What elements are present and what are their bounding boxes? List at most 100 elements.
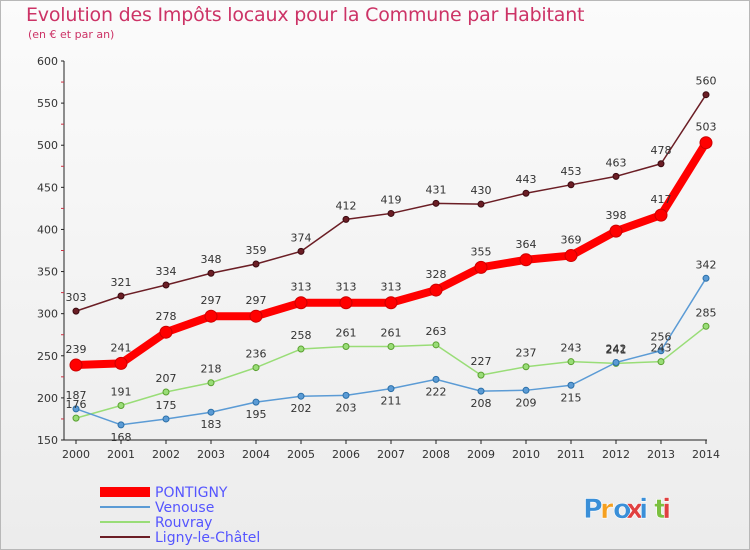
logo-letter: o <box>613 494 632 525</box>
data-point-rouvray <box>567 358 575 366</box>
y-tick-label: 600 <box>37 55 58 68</box>
y-tick-label: 250 <box>37 350 58 363</box>
legend-label-pontigny: PONTIGNY <box>155 485 228 501</box>
data-label-ligny-le-ch-tel: 303 <box>66 291 87 304</box>
data-point-venouse <box>702 274 710 282</box>
logo-letter: P <box>583 494 603 525</box>
data-labels: 303 321 334 348 359 374 412 419 431 430 443 453 463 4… <box>66 75 717 444</box>
data-point-ligny-le-ch-tel <box>72 307 80 315</box>
data-label-ligny-le-ch-tel: 560 <box>696 75 717 88</box>
data-label-pontigny: 297 <box>246 294 267 307</box>
data-label-ligny-le-ch-tel: 430 <box>471 184 492 197</box>
chart-subtitle: (en € et par an) <box>28 28 115 41</box>
y-tick-label: 200 <box>37 392 58 405</box>
data-point-ligny-le-ch-tel <box>252 260 260 268</box>
data-point-rouvray <box>387 343 395 351</box>
data-point-venouse <box>477 387 485 395</box>
data-label-pontigny: 328 <box>426 268 447 281</box>
data-point-pontigny <box>159 325 173 339</box>
data-point-pontigny <box>609 224 623 238</box>
data-point-pontigny <box>249 309 263 323</box>
data-label-pontigny: 313 <box>336 281 357 294</box>
data-point-pontigny <box>204 309 218 323</box>
data-label-ligny-le-ch-tel: 478 <box>651 144 672 157</box>
data-point-rouvray <box>297 345 305 353</box>
data-label-pontigny: 369 <box>561 234 582 247</box>
data-label-pontigny: 313 <box>291 281 312 294</box>
y-tick-label: 400 <box>37 223 58 236</box>
data-point-rouvray <box>657 358 665 366</box>
data-point-venouse <box>252 398 260 406</box>
data-label-pontigny: 297 <box>201 294 222 307</box>
data-label-venouse: 222 <box>426 385 447 398</box>
data-label-ligny-le-ch-tel: 334 <box>156 265 177 278</box>
x-tick-label: 2009 <box>467 448 495 461</box>
legend-label-rouvray: Rouvray <box>155 515 212 531</box>
data-label-ligny-le-ch-tel: 453 <box>561 165 582 178</box>
data-label-pontigny: 364 <box>516 238 537 251</box>
data-label-rouvray: 218 <box>201 363 222 376</box>
x-tick-label: 2005 <box>287 448 315 461</box>
x-tick-label: 2001 <box>107 448 135 461</box>
data-point-ligny-le-ch-tel <box>207 269 215 277</box>
logo-letter: t <box>654 494 667 525</box>
data-point-rouvray <box>477 371 485 379</box>
legend-label-venouse: Venouse <box>155 500 214 516</box>
data-label-ligny-le-ch-tel: 321 <box>111 276 132 289</box>
data-point-ligny-le-ch-tel <box>297 247 305 255</box>
data-point-venouse <box>657 347 665 355</box>
legend-label-ligny-le-ch-tel: Ligny-le-Châtel <box>155 530 260 546</box>
data-label-pontigny: 355 <box>471 245 492 258</box>
data-point-venouse <box>297 392 305 400</box>
data-point-ligny-le-ch-tel <box>117 292 125 300</box>
data-point-venouse <box>207 408 215 416</box>
data-point-pontigny <box>654 208 668 222</box>
data-point-rouvray <box>207 379 215 387</box>
y-tick-label: 550 <box>37 97 58 110</box>
x-tick-label: 2012 <box>602 448 630 461</box>
data-point-pontigny <box>294 296 308 310</box>
data-point-venouse <box>117 421 125 429</box>
data-label-venouse: 209 <box>516 396 537 409</box>
data-label-ligny-le-ch-tel: 348 <box>201 253 222 266</box>
data-point-rouvray <box>117 401 125 409</box>
data-point-venouse <box>387 385 395 393</box>
data-label-rouvray: 243 <box>651 342 672 355</box>
data-point-venouse <box>612 359 620 367</box>
data-label-ligny-le-ch-tel: 443 <box>516 173 537 186</box>
data-point-venouse <box>162 415 170 423</box>
data-label-pontigny: 417 <box>651 193 672 206</box>
data-point-rouvray <box>72 414 80 422</box>
data-label-rouvray: 241 <box>606 343 627 356</box>
data-label-pontigny: 239 <box>66 343 87 356</box>
data-point-ligny-le-ch-tel <box>477 200 485 208</box>
data-label-venouse: 203 <box>336 401 357 414</box>
x-tick-label: 2014 <box>692 448 720 461</box>
data-label-ligny-le-ch-tel: 374 <box>291 231 312 244</box>
data-point-venouse <box>72 405 80 413</box>
logo-letter: i <box>639 494 648 525</box>
data-point-pontigny <box>699 136 713 150</box>
data-point-ligny-le-ch-tel <box>522 189 530 197</box>
data-point-ligny-le-ch-tel <box>387 209 395 217</box>
data-label-rouvray: 261 <box>336 327 357 340</box>
data-label-rouvray: 176 <box>66 398 87 411</box>
data-point-ligny-le-ch-tel <box>432 199 440 207</box>
data-label-venouse: 208 <box>471 397 492 410</box>
data-label-venouse: 342 <box>696 258 717 271</box>
data-point-ligny-le-ch-tel <box>657 160 665 168</box>
data-point-ligny-le-ch-tel <box>702 91 710 99</box>
data-point-venouse <box>342 391 350 399</box>
data-label-rouvray: 227 <box>471 355 492 368</box>
x-tick-label: 2011 <box>557 448 585 461</box>
data-point-pontigny <box>114 356 128 370</box>
data-point-venouse <box>567 381 575 389</box>
data-point-ligny-le-ch-tel <box>162 281 170 289</box>
data-point-rouvray <box>252 364 260 372</box>
data-label-venouse: 183 <box>201 418 222 431</box>
axes: 150 200 250 300 350 400 450 500 550 600 2000 2001 20… <box>37 55 720 461</box>
data-label-ligny-le-ch-tel: 463 <box>606 156 627 169</box>
